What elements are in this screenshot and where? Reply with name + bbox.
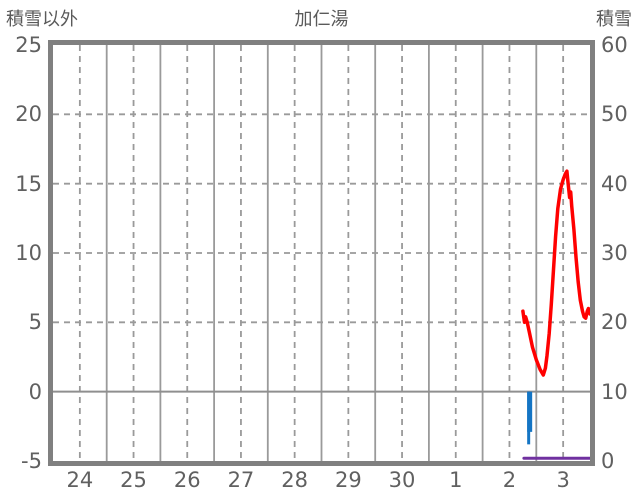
left-axis-tick-label: 0 (28, 379, 42, 404)
right-axis-title: 積雪 (596, 9, 632, 30)
precipitation-bars (527, 391, 531, 445)
left-axis-tick-label: 20 (15, 102, 42, 127)
left-axis-tick-label: -5 (21, 449, 42, 473)
right-axis-tick-label: 60 (601, 33, 628, 57)
x-axis-tick-label: 1 (449, 468, 463, 492)
right-axis-tick-label: 10 (601, 379, 628, 404)
left-axis-tick-label: 5 (28, 310, 42, 335)
left-axis-tick-label: 10 (15, 241, 42, 265)
right-axis-tick-label: 0 (601, 449, 615, 473)
x-axis-tick-label: 24 (66, 468, 94, 492)
chart-title: 加仁湯 (294, 9, 349, 30)
x-axis-tick-label: 25 (120, 468, 147, 492)
x-axis-tick-label: 29 (334, 468, 362, 492)
x-axis-tick-label: 26 (173, 468, 201, 492)
right-axis-tick-label: 50 (601, 102, 628, 127)
right-axis-tick-label: 30 (601, 241, 628, 265)
plot-area (48, 40, 595, 466)
x-axis-tick-label: 28 (281, 468, 308, 492)
x-axis-tick-label: 3 (556, 468, 570, 492)
left-axis-tick-label: 25 (15, 33, 42, 57)
temperature-line (521, 169, 590, 377)
right-axis-tick-label: 40 (601, 171, 628, 196)
left-axis-tick-label: 15 (15, 171, 42, 196)
x-axis-tick-label: 27 (227, 468, 255, 492)
right-axis-tick-label: 20 (601, 310, 628, 335)
x-axis-tick-label: 30 (388, 468, 416, 492)
left-axis-title: 積雪以外 (6, 9, 78, 30)
plot-svg (53, 45, 590, 461)
x-axis-tick-label: 2 (502, 468, 517, 492)
